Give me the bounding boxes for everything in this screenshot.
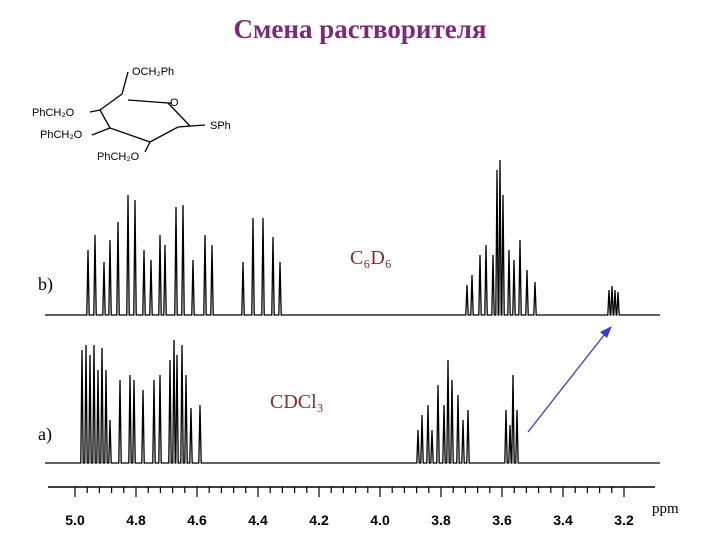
spectrum-a: [45, 339, 660, 464]
tick-label: 4.8: [126, 512, 146, 528]
tick-label: 3.6: [492, 512, 512, 528]
spectrum-b: [45, 159, 660, 316]
tick-label: 4.2: [309, 512, 329, 528]
mol-label: SPh: [210, 120, 231, 132]
mol-label: PhCH₂O: [40, 129, 83, 141]
mol-label: PhCH₂O: [97, 151, 140, 163]
tick-label: 3.8: [431, 512, 451, 528]
mol-label: PhCH₂O: [32, 107, 75, 119]
arrow: [527, 329, 609, 433]
title: Смена растворителя: [234, 14, 487, 44]
mol-label: OCH₂Ph: [132, 66, 174, 78]
tick-label: 3.2: [614, 512, 634, 528]
spectrum-label: b): [38, 274, 53, 295]
tick-label: 5.0: [65, 512, 85, 528]
tick-label: 4.6: [187, 512, 207, 528]
mol-label: O: [170, 97, 179, 109]
tick-label: 3.4: [553, 512, 573, 528]
solvent-label: C₆D₆: [350, 247, 392, 269]
solvent-label: CDCl₃: [270, 391, 324, 413]
arrow-head: [600, 326, 612, 338]
molecule: [89, 71, 206, 153]
tick-label: 4.0: [370, 512, 390, 528]
spectrum-label: a): [38, 424, 52, 445]
axis-unit: ppm: [652, 501, 679, 517]
tick-label: 4.4: [248, 512, 268, 528]
